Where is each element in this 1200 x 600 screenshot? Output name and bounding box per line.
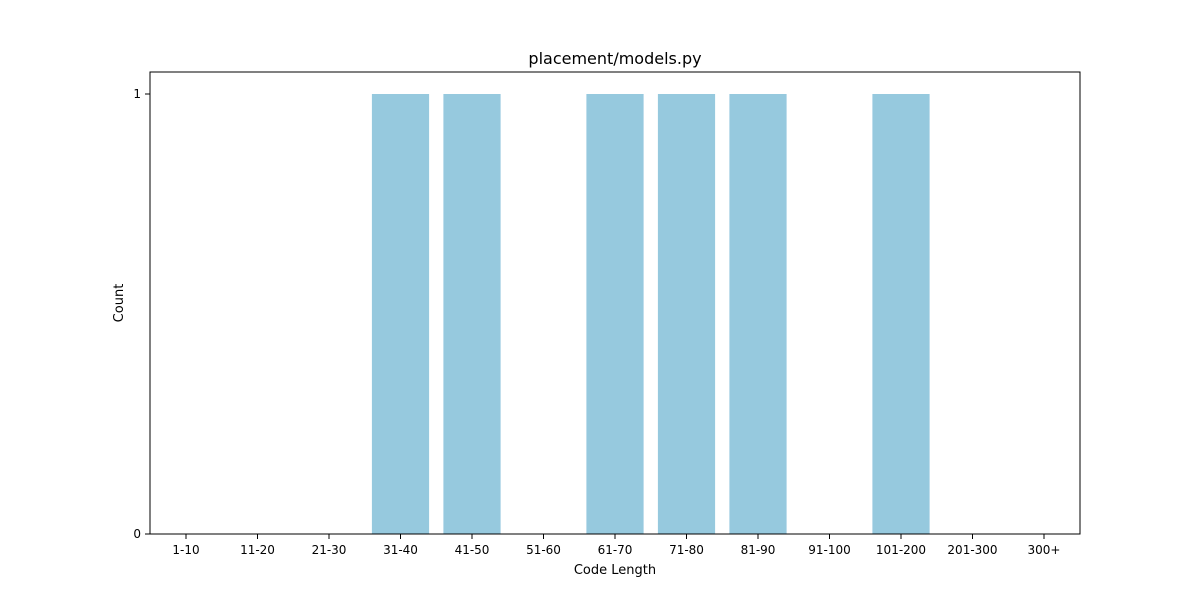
- x-tick-label: 11-20: [240, 543, 275, 557]
- x-tick-label: 81-90: [741, 543, 776, 557]
- x-tick-label: 31-40: [383, 543, 418, 557]
- y-tick-label: 0: [133, 527, 141, 541]
- x-tick-label: 41-50: [455, 543, 490, 557]
- x-tick-label: 51-60: [526, 543, 561, 557]
- bar-61-70: [586, 94, 644, 534]
- x-axis: 1-10 11-20 21-30 31-40 41-50 51-60 61-70 71-80 8…: [172, 534, 1060, 557]
- x-axis-label: Code Length: [574, 563, 656, 578]
- y-axis: 01: [133, 87, 150, 541]
- chart-title: placement/models.py: [528, 49, 701, 68]
- x-tick-label: 21-30: [312, 543, 347, 557]
- y-tick-label: 1: [133, 87, 141, 101]
- bar-31-40: [371, 94, 430, 534]
- x-tick-label: 1-10: [172, 543, 199, 557]
- x-tick-label: 101-200: [876, 543, 926, 557]
- bar-41-50: [443, 94, 501, 534]
- bar-101-200: [872, 94, 930, 534]
- y-axis-label: Count: [112, 284, 127, 323]
- x-tick-label: 300+: [1028, 543, 1061, 557]
- x-tick-label: 91-100: [808, 543, 851, 557]
- x-tick-label: 71-80: [669, 543, 704, 557]
- bar-71-80: [657, 94, 716, 534]
- bars-layer: [371, 94, 930, 534]
- bar-81-90: [729, 94, 787, 534]
- x-tick-label: 201-300: [947, 543, 997, 557]
- x-tick-label: 61-70: [598, 543, 633, 557]
